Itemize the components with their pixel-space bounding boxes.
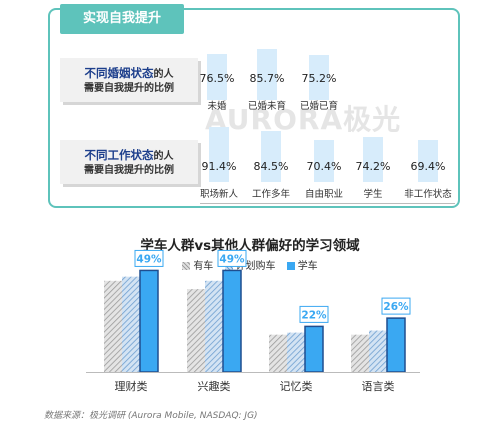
value-label-box-语言类	[381, 297, 411, 315]
marital-bar-1	[257, 48, 277, 100]
marital-value-label-2: 75.2%	[301, 72, 337, 85]
bar-计划购车-兴趣类	[205, 280, 223, 372]
marital-label-highlight: 不同婚姻状态	[84, 66, 154, 80]
work-value-label-0: 91.4%	[201, 160, 237, 173]
bar-计划购车-语言类	[369, 330, 387, 372]
marital-category-label-2: 已婚已育	[299, 101, 338, 112]
work-bar-4	[418, 140, 438, 182]
work-category-label-0: 职场新人	[199, 189, 238, 200]
bar-有车-记忆类	[269, 334, 287, 372]
value-label-记忆类: 22%	[301, 309, 327, 321]
work-value-label-1: 84.5%	[253, 160, 289, 173]
marital-label-rest: 的人	[153, 69, 174, 80]
work-value-label-3: 74.2%	[355, 160, 391, 173]
marital-bar-0	[207, 54, 227, 100]
bar-学车-兴趣类	[222, 269, 242, 373]
marital-group-label: 不同婚姻状态的人 需要自我提升的比例	[60, 58, 198, 102]
marital-value-label-1: 85.7%	[249, 72, 285, 85]
marital-category-label-0: 未婚	[207, 101, 227, 112]
work-category-label-4: 非工作状态	[404, 189, 452, 200]
data-source-note: 数据来源：极光调研 (Aurora Mobile, NASDAQ: JG)	[44, 411, 258, 421]
value-label-box-记忆类	[299, 305, 329, 323]
work-bar-2	[314, 139, 334, 182]
bar-有车-理财类	[104, 280, 122, 372]
value-label-兴趣类: 49%	[219, 253, 245, 265]
aurora-watermark: AURORA极光	[205, 103, 402, 136]
self-improvement-card: 实现自我提升 AURORA极光 不同婚姻状态的人 需要自我提升的比例 不同工作状…	[48, 4, 460, 208]
value-label-语言类: 26%	[383, 301, 409, 313]
bar-学车-语言类	[386, 317, 406, 373]
legend-label-has-car: 有车	[193, 261, 214, 272]
work-group-label: 不同工作状态的人 需要自我提升的比例	[60, 140, 198, 184]
marital-category-label-1: 已婚未育	[247, 101, 286, 112]
work-label-highlight: 不同工作状态	[84, 148, 154, 162]
bar-学车-记忆类	[304, 325, 324, 373]
category-label-兴趣类: 兴趣类	[198, 379, 231, 393]
work-value-label-4: 69.4%	[410, 160, 446, 173]
chart-title: 学车人群vs其他人群偏好的学习领域	[140, 238, 360, 254]
legend-item-has-car: 有车	[182, 257, 213, 272]
value-label-box-兴趣类	[217, 249, 247, 267]
work-label-line2: 需要自我提升的比例	[84, 165, 174, 176]
work-bar-3	[363, 137, 383, 182]
card-title: 实现自我提升	[60, 4, 184, 34]
work-bar-1	[261, 131, 281, 182]
bar-计划购车-理财类	[122, 276, 140, 372]
marital-label-line2: 需要自我提升的比例	[84, 83, 174, 94]
legend-item-learner: 学车	[286, 257, 318, 272]
value-label-box-理财类	[134, 249, 164, 267]
work-baseline	[200, 203, 455, 204]
work-category-label-1: 工作多年	[251, 189, 290, 200]
work-category-label-2: 自由职业	[304, 189, 343, 200]
marital-value-label-0: 76.5%	[199, 72, 235, 85]
category-label-语言类: 语言类	[362, 379, 395, 393]
work-value-label-2: 70.4%	[306, 160, 342, 173]
legend-swatch-learner	[286, 262, 295, 270]
bar-学车-理财类	[139, 269, 159, 373]
category-label-记忆类: 记忆类	[280, 379, 313, 393]
marital-bar-2	[309, 54, 329, 100]
work-bar-0	[209, 127, 229, 182]
bar-计划购车-记忆类	[287, 332, 305, 372]
bar-有车-语言类	[351, 334, 369, 372]
legend-label-learner: 学车	[297, 261, 318, 272]
legend-label-plan-car: 计划购车	[235, 261, 276, 272]
bar-有车-兴趣类	[187, 289, 205, 372]
work-category-label-3: 学生	[363, 189, 383, 200]
category-label-理财类: 理财类	[115, 379, 148, 393]
legend-swatch-has-car	[182, 262, 191, 270]
work-label-rest: 的人	[153, 151, 174, 162]
value-label-理财类: 49%	[136, 253, 162, 265]
